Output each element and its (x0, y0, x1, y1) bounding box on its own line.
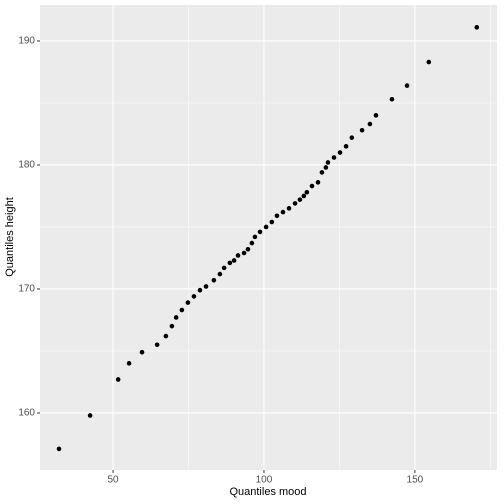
point (217, 271, 223, 277)
y-tick-label: 170 (18, 284, 35, 295)
point (269, 219, 275, 225)
point (56, 446, 62, 452)
point (337, 150, 343, 155)
point (301, 193, 307, 199)
point (315, 180, 321, 185)
point (235, 253, 241, 258)
point (154, 342, 160, 348)
point (325, 160, 331, 165)
point (297, 197, 303, 202)
x-tick-label: 50 (107, 475, 119, 486)
point (126, 361, 132, 366)
point (227, 260, 233, 266)
y-tick-label: 160 (18, 408, 35, 419)
y-axis-title: Quantiles height (4, 197, 16, 277)
y-tick-label: 180 (18, 160, 35, 171)
point (139, 349, 145, 355)
point (87, 413, 93, 418)
point (373, 113, 379, 118)
point (367, 121, 373, 127)
point (115, 377, 121, 382)
point (474, 25, 480, 30)
point (221, 265, 227, 271)
point (252, 234, 258, 240)
point (404, 83, 410, 88)
point (309, 183, 315, 189)
point (163, 333, 169, 339)
y-tick-label: 190 (18, 36, 35, 47)
point (231, 258, 237, 263)
point (343, 144, 349, 149)
point (319, 170, 325, 175)
point (191, 294, 197, 299)
point (263, 224, 269, 230)
point (274, 213, 280, 219)
x-tick-label: 150 (407, 475, 424, 486)
point (280, 209, 286, 215)
point (245, 246, 251, 252)
point (349, 135, 355, 140)
point (257, 229, 263, 235)
point (292, 201, 298, 206)
point (286, 206, 292, 211)
point (185, 300, 191, 305)
point (197, 287, 203, 293)
point (426, 59, 432, 65)
point (179, 307, 185, 313)
point (173, 315, 179, 320)
x-tick-label: 100 (256, 475, 273, 486)
point (359, 127, 365, 133)
x-axis-title: Quantiles mood (229, 486, 306, 498)
point (304, 189, 310, 195)
point (331, 155, 337, 160)
panel (40, 5, 497, 470)
point (323, 165, 329, 170)
point (249, 240, 255, 246)
point (211, 277, 217, 283)
point (389, 96, 395, 102)
point (203, 284, 209, 289)
point (241, 250, 247, 256)
point (169, 323, 175, 329)
